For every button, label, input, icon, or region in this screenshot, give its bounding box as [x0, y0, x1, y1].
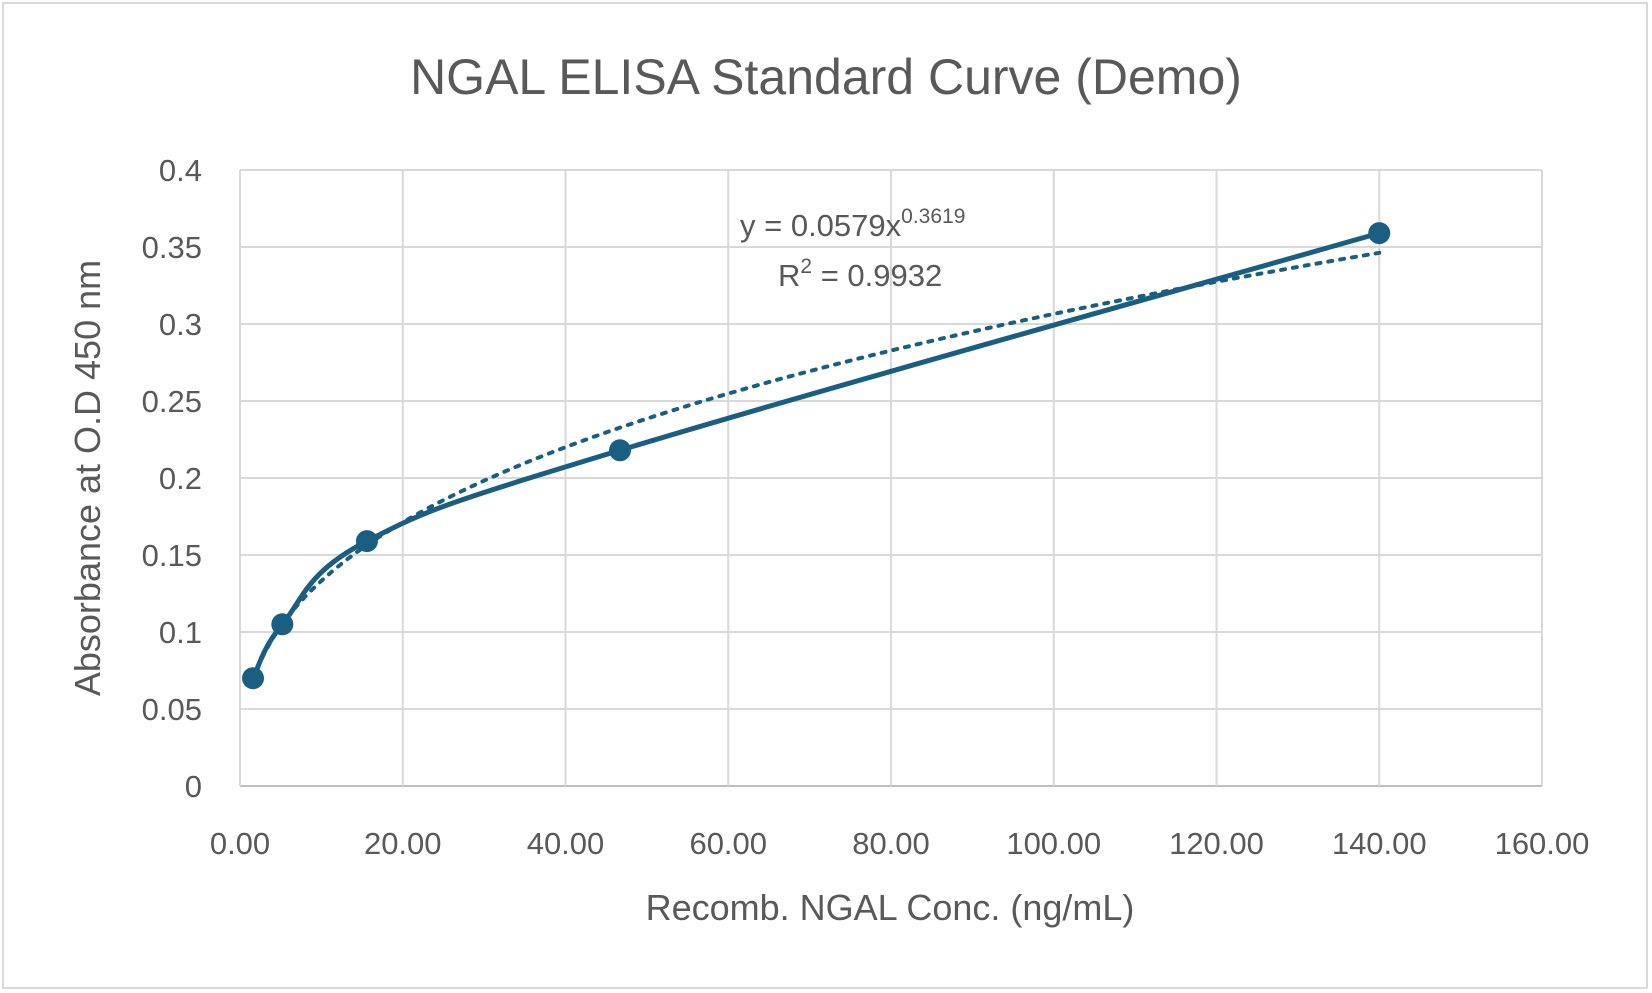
series-line — [250, 230, 1380, 680]
x-tick-label: 40.00 — [527, 826, 605, 861]
y-tick-label: 0.35 — [142, 230, 202, 265]
x-axis-label: Recomb. NGAL Conc. (ng/mL) — [646, 887, 1135, 928]
x-tick-labels: 0.00 20.00 40.00 60.00 80.00 100.00 120.00 140.… — [210, 826, 1590, 861]
y-tick-label: 0.3 — [159, 307, 202, 342]
x-tick-label: 0.00 — [210, 826, 270, 861]
y-axis-label: Absorbance at O.D 450 nm — [67, 260, 108, 696]
y-tick-labels: 0 0.05 0.1 0.15 0.2 0.25 0.3 0.35 0.4 — [142, 153, 202, 804]
data-point — [242, 667, 265, 690]
x-tick-label: 100.00 — [1006, 826, 1101, 861]
chart-title: NGAL ELISA Standard Curve (Demo) — [410, 49, 1242, 105]
y-tick-label: 0 — [185, 769, 202, 804]
y-tick-label: 0.05 — [142, 692, 202, 727]
x-tick-label: 140.00 — [1332, 826, 1427, 861]
data-points — [242, 222, 1391, 690]
x-tick-label: 80.00 — [852, 826, 930, 861]
gridlines — [239, 169, 1543, 787]
x-tick-label: 20.00 — [364, 826, 442, 861]
y-tick-label: 0.4 — [159, 153, 202, 188]
x-tick-label: 160.00 — [1495, 826, 1590, 861]
y-tick-label: 0.15 — [142, 538, 202, 573]
x-tick-label: 120.00 — [1169, 826, 1264, 861]
r-squared-label: R2 = 0.9932 — [778, 255, 942, 293]
x-tick-label: 60.00 — [689, 826, 767, 861]
y-tick-label: 0.25 — [142, 384, 202, 419]
data-point — [1368, 222, 1391, 245]
trendline-equation: y = 0.0579x0.3619 — [740, 205, 965, 243]
y-tick-label: 0.1 — [159, 615, 202, 650]
data-point — [355, 530, 378, 553]
data-point — [271, 613, 294, 636]
y-tick-label: 0.2 — [159, 461, 202, 496]
power-trendline — [251, 250, 1382, 683]
data-point — [609, 439, 632, 462]
